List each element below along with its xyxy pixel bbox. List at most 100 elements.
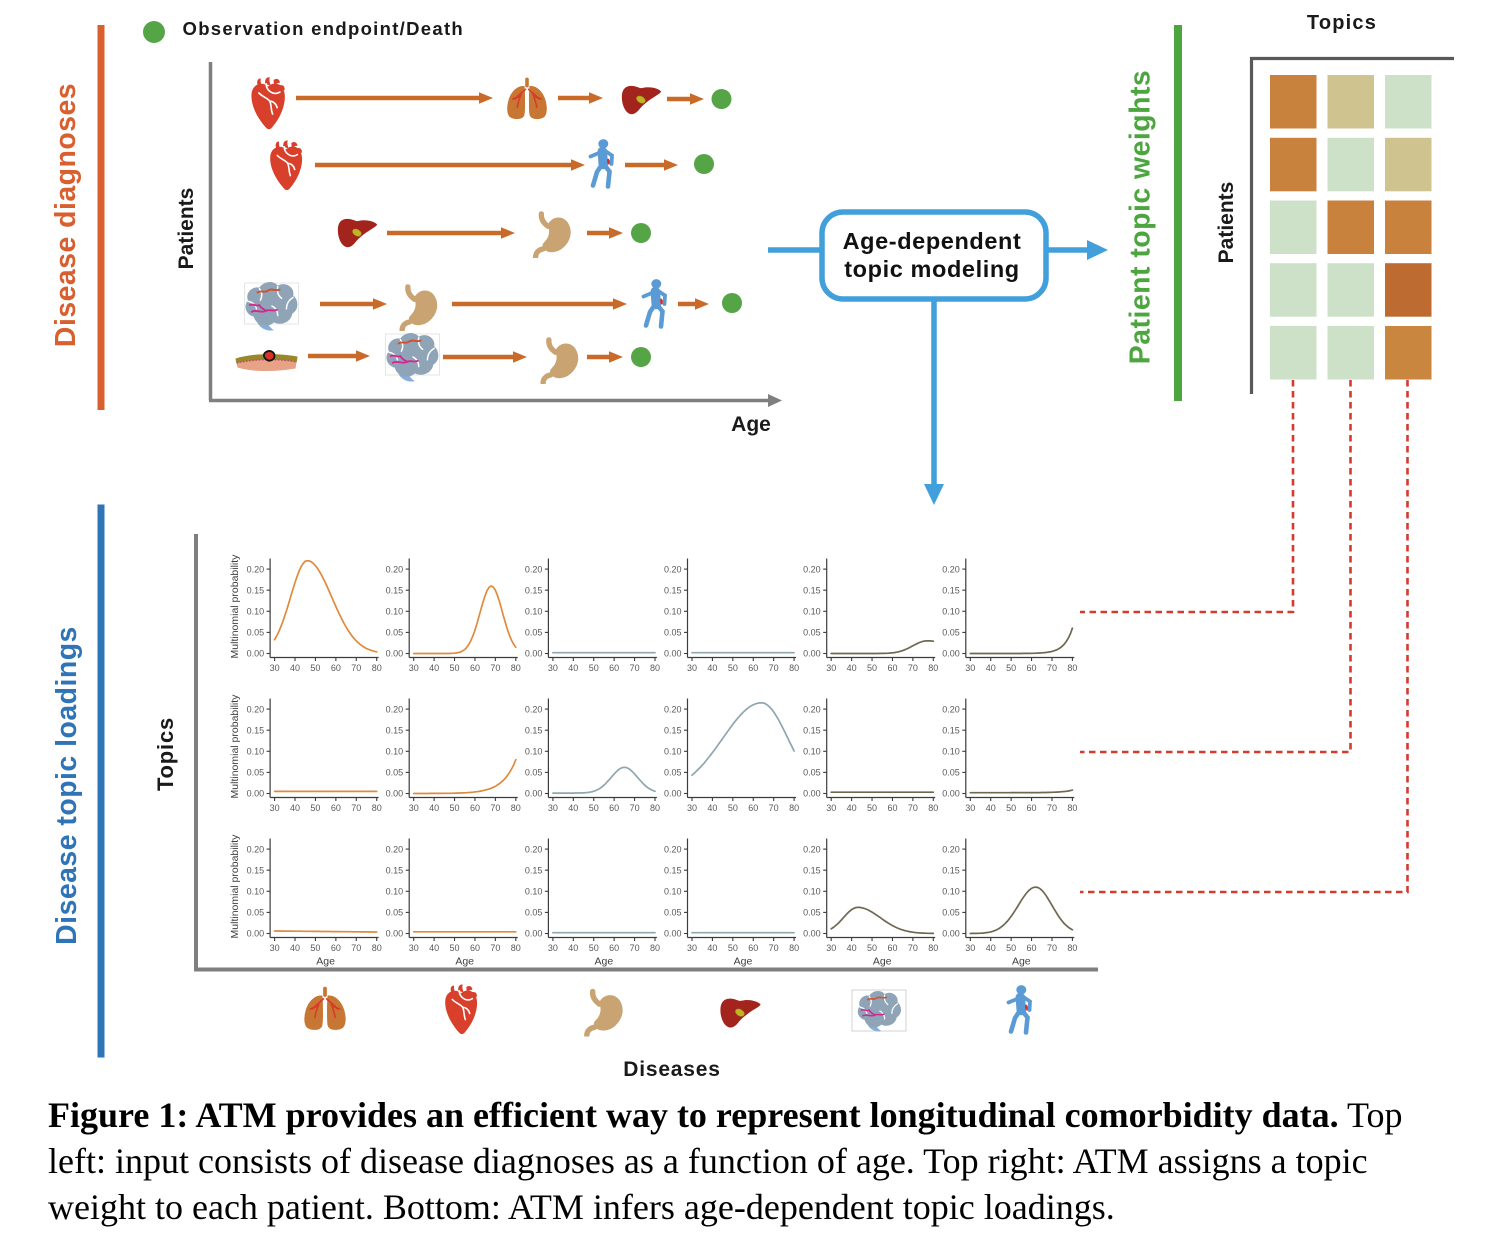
svg-text:0.00: 0.00 — [247, 929, 265, 939]
svg-text:60: 60 — [887, 803, 897, 813]
svg-text:80: 80 — [650, 803, 660, 813]
svg-text:50: 50 — [1006, 803, 1016, 813]
svg-text:0.10: 0.10 — [803, 747, 821, 757]
svg-text:0.20: 0.20 — [942, 844, 960, 854]
svg-text:30: 30 — [965, 803, 975, 813]
svg-text:0.20: 0.20 — [525, 844, 543, 854]
svg-text:Multinomial probability: Multinomial probability — [229, 554, 241, 659]
svg-text:0.10: 0.10 — [525, 607, 543, 617]
svg-text:left: input consists of diseas: left: input consists of disease diagnose… — [48, 1141, 1368, 1181]
svg-text:0.20: 0.20 — [247, 564, 265, 574]
svg-text:0.15: 0.15 — [664, 865, 682, 875]
svg-text:30: 30 — [687, 803, 697, 813]
svg-text:40: 40 — [707, 663, 717, 673]
svg-text:0.10: 0.10 — [664, 607, 682, 617]
svg-text:Age: Age — [316, 956, 335, 968]
svg-text:0.05: 0.05 — [942, 768, 960, 778]
svg-text:80: 80 — [789, 803, 799, 813]
svg-text:0.10: 0.10 — [247, 887, 265, 897]
svg-text:0.05: 0.05 — [803, 628, 821, 638]
svg-text:0.20: 0.20 — [664, 704, 682, 714]
svg-text:0.05: 0.05 — [386, 908, 404, 918]
svg-text:0.15: 0.15 — [247, 865, 265, 875]
svg-text:40: 40 — [290, 663, 300, 673]
svg-text:0.00: 0.00 — [247, 649, 265, 659]
svg-text:70: 70 — [908, 803, 918, 813]
svg-text:30: 30 — [826, 803, 836, 813]
svg-text:50: 50 — [589, 943, 599, 953]
svg-text:40: 40 — [429, 803, 439, 813]
svg-text:80: 80 — [789, 663, 799, 673]
svg-text:0.10: 0.10 — [942, 887, 960, 897]
svg-text:40: 40 — [986, 943, 996, 953]
svg-text:0.00: 0.00 — [525, 649, 543, 659]
svg-text:0.20: 0.20 — [803, 564, 821, 574]
svg-text:0.15: 0.15 — [525, 865, 543, 875]
svg-text:70: 70 — [351, 663, 361, 673]
svg-text:80: 80 — [511, 943, 521, 953]
svg-text:40: 40 — [707, 803, 717, 813]
svg-text:70: 70 — [908, 663, 918, 673]
svg-text:80: 80 — [372, 803, 382, 813]
svg-text:70: 70 — [1047, 943, 1057, 953]
svg-text:60: 60 — [470, 663, 480, 673]
svg-text:60: 60 — [609, 663, 619, 673]
svg-text:40: 40 — [568, 803, 578, 813]
svg-text:60: 60 — [887, 943, 897, 953]
svg-text:Multinomial probability: Multinomial probability — [229, 834, 241, 939]
svg-text:40: 40 — [290, 943, 300, 953]
svg-text:Age: Age — [1012, 956, 1031, 968]
svg-text:70: 70 — [908, 943, 918, 953]
svg-text:70: 70 — [1047, 803, 1057, 813]
svg-text:0.10: 0.10 — [525, 747, 543, 757]
svg-text:0.00: 0.00 — [525, 789, 543, 799]
svg-text:60: 60 — [748, 943, 758, 953]
svg-text:Age-dependent: Age-dependent — [843, 228, 1022, 254]
svg-text:0.20: 0.20 — [525, 564, 543, 574]
svg-text:0.20: 0.20 — [247, 704, 265, 714]
svg-text:0.10: 0.10 — [386, 887, 404, 897]
svg-text:Multinomial probability: Multinomial probability — [229, 694, 241, 799]
svg-text:0.10: 0.10 — [664, 887, 682, 897]
svg-text:0.20: 0.20 — [942, 704, 960, 714]
svg-text:60: 60 — [609, 943, 619, 953]
svg-text:0.10: 0.10 — [247, 747, 265, 757]
svg-text:80: 80 — [1067, 943, 1077, 953]
svg-text:0.15: 0.15 — [942, 865, 960, 875]
svg-text:40: 40 — [847, 663, 857, 673]
svg-text:80: 80 — [650, 663, 660, 673]
svg-text:0.15: 0.15 — [803, 585, 821, 595]
svg-text:Topics: Topics — [153, 717, 178, 791]
svg-text:0.20: 0.20 — [803, 844, 821, 854]
svg-text:30: 30 — [409, 663, 419, 673]
svg-text:50: 50 — [728, 803, 738, 813]
svg-text:60: 60 — [331, 663, 341, 673]
svg-text:Diseases: Diseases — [623, 1058, 720, 1081]
svg-text:0.00: 0.00 — [664, 929, 682, 939]
svg-text:0.05: 0.05 — [803, 908, 821, 918]
svg-text:0.15: 0.15 — [525, 725, 543, 735]
svg-text:60: 60 — [1027, 803, 1037, 813]
svg-text:0.20: 0.20 — [664, 844, 682, 854]
svg-text:0.05: 0.05 — [525, 908, 543, 918]
svg-text:0.15: 0.15 — [247, 585, 265, 595]
svg-text:Disease topic loadings: Disease topic loadings — [51, 626, 83, 945]
svg-text:0.10: 0.10 — [525, 887, 543, 897]
svg-text:Patients: Patients — [175, 188, 198, 270]
svg-text:50: 50 — [589, 663, 599, 673]
svg-text:0.10: 0.10 — [664, 747, 682, 757]
svg-text:0.05: 0.05 — [942, 628, 960, 638]
svg-text:70: 70 — [490, 663, 500, 673]
svg-text:0.00: 0.00 — [942, 789, 960, 799]
svg-text:40: 40 — [847, 803, 857, 813]
svg-text:50: 50 — [450, 663, 460, 673]
svg-text:0.20: 0.20 — [247, 844, 265, 854]
svg-text:70: 70 — [490, 803, 500, 813]
svg-text:0.00: 0.00 — [247, 789, 265, 799]
svg-text:0.15: 0.15 — [942, 725, 960, 735]
svg-text:60: 60 — [331, 803, 341, 813]
svg-text:0.10: 0.10 — [386, 607, 404, 617]
svg-text:Age: Age — [873, 956, 892, 968]
svg-text:60: 60 — [470, 943, 480, 953]
svg-text:70: 70 — [630, 663, 640, 673]
